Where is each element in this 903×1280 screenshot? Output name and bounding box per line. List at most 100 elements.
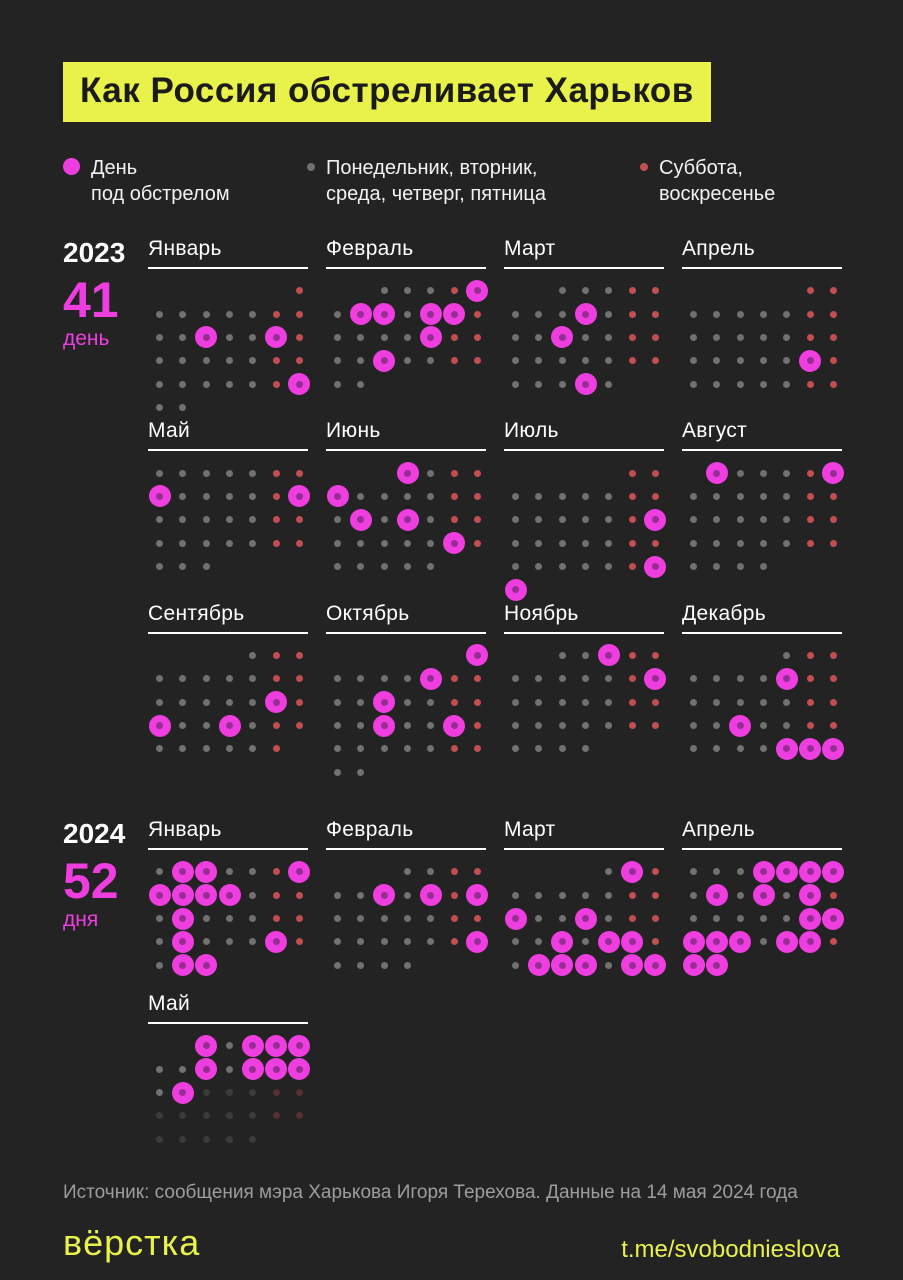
weekday-day-dot <box>241 485 264 508</box>
weekday-day-dot <box>396 485 419 508</box>
weekday-day-dot <box>729 883 752 906</box>
weekday-day-dot <box>419 930 442 953</box>
weekend-day-dot <box>822 644 845 667</box>
weekday-day-dot <box>195 349 218 372</box>
weekday-day-dot <box>729 532 752 555</box>
weekday-day-dot <box>148 1081 171 1104</box>
shelled-days-count-unit: день <box>63 327 110 350</box>
month-dot-grid <box>504 644 667 761</box>
weekend-day-dot <box>264 1104 287 1127</box>
title-banner: Как Россия обстреливает Харьков <box>63 62 711 122</box>
weekday-day-dot <box>682 373 705 396</box>
weekday-day-dot <box>195 508 218 531</box>
weekend-day-dot <box>822 508 845 531</box>
shelled-day-dot <box>682 954 705 977</box>
weekday-day-dot <box>241 930 264 953</box>
weekday-day-dot <box>419 690 442 713</box>
telegram-link[interactable]: t.me/svobodnieslova <box>621 1236 840 1264</box>
weekday-day-dot <box>775 714 798 737</box>
weekday-day-dot <box>752 302 775 325</box>
weekday-day-dot <box>682 883 705 906</box>
weekday-day-dot <box>504 667 527 690</box>
weekday-day-dot <box>597 349 620 372</box>
weekday-day-dot <box>682 737 705 760</box>
weekend-day-dot <box>798 326 821 349</box>
legend-weekday-label: Понедельник, вторник, среда, четверг, пя… <box>326 157 546 205</box>
shelled-day-dot <box>822 907 845 930</box>
weekday-day-dot <box>597 907 620 930</box>
weekday-day-dot <box>551 302 574 325</box>
weekend-day-dot <box>822 279 845 302</box>
weekday-day-dot <box>597 508 620 531</box>
weekday-day-dot <box>241 737 264 760</box>
weekday-day-dot <box>597 279 620 302</box>
weekday-day-dot <box>551 690 574 713</box>
weekend-day-dot <box>822 883 845 906</box>
shelled-day-dot <box>705 461 728 485</box>
shelled-day-dot <box>148 883 171 907</box>
shelled-day-dot <box>195 1034 218 1057</box>
weekend-day-dot <box>620 644 643 667</box>
weekend-day-dot <box>288 907 311 930</box>
month-2023-Апрель: Апрель <box>682 237 845 419</box>
weekday-day-dot <box>349 373 372 396</box>
weekday-day-dot <box>551 349 574 372</box>
month-title: Ноябрь <box>504 602 664 634</box>
legend-item-weekend: Суббота, воскресенье <box>640 155 840 207</box>
weekday-day-dot <box>551 737 574 760</box>
weekday-day-dot <box>574 279 597 302</box>
weekday-day-dot <box>171 714 194 737</box>
shelled-day-dot <box>195 883 218 907</box>
shelled-day-dot <box>551 930 574 953</box>
month-2023-Июнь: Июнь <box>326 419 489 601</box>
weekday-day-dot <box>396 690 419 713</box>
weekday-day-dot <box>349 690 372 713</box>
weekend-day-dot <box>798 644 821 667</box>
shelled-day-dot <box>288 1034 311 1057</box>
weekday-day-dot <box>148 860 171 883</box>
weekday-day-dot <box>326 907 349 930</box>
weekday-day-dot <box>195 532 218 555</box>
month-2023-Июль: Июль <box>504 419 667 601</box>
weekday-day-dot <box>504 714 527 737</box>
weekday-day-dot <box>396 349 419 372</box>
legend-item-shelled: День под обстрелом <box>63 155 307 207</box>
weekend-day-dot <box>288 883 311 906</box>
weekend-day-dot <box>288 667 311 690</box>
weekend-day-dot <box>442 883 465 906</box>
shelled-day-dot <box>373 349 396 372</box>
weekday-day-dot <box>752 555 775 578</box>
weekday-day-dot <box>326 930 349 953</box>
shelled-day-dot <box>644 954 667 977</box>
weekday-day-dot <box>574 532 597 555</box>
month-dot-grid <box>504 461 667 601</box>
weekend-day-dot <box>466 326 489 349</box>
month-title: Май <box>148 419 308 452</box>
weekday-day-dot <box>171 349 194 372</box>
shelled-day-dot <box>504 578 527 601</box>
weekday-day-dot <box>171 1057 194 1080</box>
weekday-day-dot <box>574 714 597 737</box>
weekend-day-dot <box>264 644 287 667</box>
weekday-day-dot <box>705 373 728 396</box>
shelled-days-count-unit: дня <box>63 908 99 932</box>
weekday-day-dot <box>551 532 574 555</box>
weekday-day-dot <box>729 667 752 690</box>
weekend-day-dot <box>466 532 489 555</box>
month-title: Декабрь <box>682 602 842 634</box>
weekend-day-dot <box>264 1081 287 1104</box>
weekday-day-dot <box>775 302 798 325</box>
weekend-day-dot <box>288 690 311 713</box>
weekend-day-dot <box>442 737 465 760</box>
shelled-day-dot <box>798 930 822 953</box>
weekday-day-dot <box>171 302 194 325</box>
weekday-day-dot <box>682 555 705 578</box>
weekday-day-dot <box>527 714 550 737</box>
weekday-day-dot <box>218 326 241 349</box>
weekday-day-dot <box>597 860 620 883</box>
weekday-day-dot <box>597 555 620 578</box>
weekday-day-dot <box>349 714 372 737</box>
weekday-day-dot <box>241 349 264 372</box>
month-2023-Ноябрь: Ноябрь <box>504 602 667 784</box>
weekend-day-dot <box>822 349 845 372</box>
